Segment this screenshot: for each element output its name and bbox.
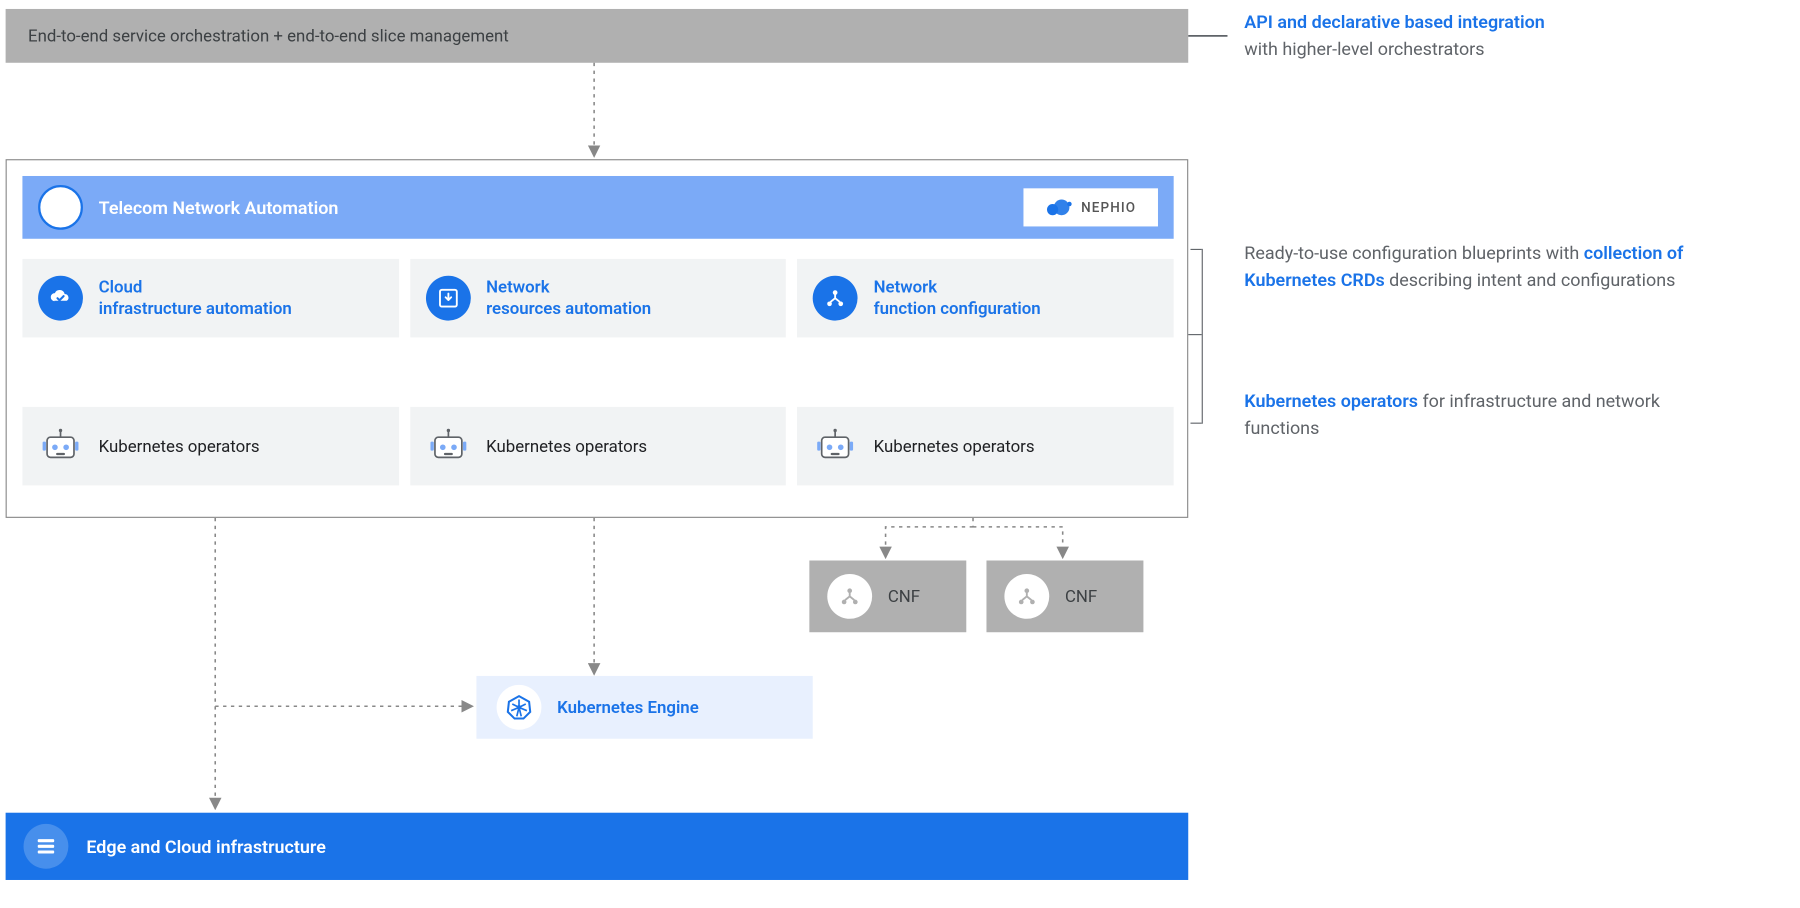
tna-title: Telecom Network Automation — [99, 197, 339, 218]
import-icon — [426, 276, 471, 321]
orchestration-bar: End-to-end service orchestration + end-t… — [6, 9, 1189, 63]
annotation-api: API and declarative based integration wi… — [1244, 9, 1715, 63]
cnf-box: CNF — [986, 560, 1143, 632]
cloud-check-icon — [38, 276, 83, 321]
pillar-label: Cloudinfrastructure automation — [99, 277, 292, 319]
cnf-label: CNF — [888, 586, 920, 606]
tna-frame: Telecom Network Automation NEPHIO Cloudi… — [6, 159, 1189, 518]
k8s-engine-box: Kubernetes Engine — [476, 676, 812, 739]
operators-label: Kubernetes operators — [99, 436, 260, 456]
nephio-text: NEPHIO — [1081, 200, 1136, 216]
edge-bar: Edge and Cloud infrastructure — [6, 813, 1189, 880]
operators-box: Kubernetes operators — [797, 407, 1173, 485]
tna-header: Telecom Network Automation NEPHIO — [22, 176, 1173, 239]
annotation-crds: Ready-to-use configuration blueprints wi… — [1244, 240, 1715, 294]
robot-icon — [813, 424, 858, 469]
annotation-operators: Kubernetes operators for infrastructure … — [1244, 388, 1715, 442]
pillar-network-resources: Networkresources automation — [410, 259, 786, 337]
edge-label: Edge and Cloud infrastructure — [86, 836, 326, 857]
operators-box: Kubernetes operators — [410, 407, 786, 485]
layers-icon — [24, 824, 69, 869]
bracket — [1202, 249, 1203, 424]
branch-icon — [813, 276, 858, 321]
refresh-icon — [38, 185, 83, 230]
branch-icon — [1004, 574, 1049, 619]
k8s-icon — [497, 685, 542, 730]
operators-label: Kubernetes operators — [874, 436, 1035, 456]
pillar-network-function: Networkfunction configuration — [797, 259, 1173, 337]
operators-label: Kubernetes operators — [486, 436, 647, 456]
pillar-cloud-infra: Cloudinfrastructure automation — [22, 259, 398, 337]
bracket-stem — [1188, 334, 1201, 335]
branch-icon — [827, 574, 872, 619]
nephio-badge: NEPHIO — [1023, 188, 1158, 226]
pillar-row: Cloudinfrastructure automation Networkre… — [7, 250, 1190, 337]
cnf-box: CNF — [809, 560, 966, 632]
robot-icon — [38, 424, 83, 469]
orchestration-label: End-to-end service orchestration + end-t… — [28, 26, 509, 46]
cnf-label: CNF — [1065, 586, 1097, 606]
pillar-label: Networkresources automation — [486, 277, 651, 319]
operators-box: Kubernetes operators — [22, 407, 398, 485]
pillar-label: Networkfunction configuration — [874, 277, 1041, 319]
k8s-engine-label: Kubernetes Engine — [557, 697, 699, 717]
operators-row: Kubernetes operators Kubernetes operator… — [7, 398, 1190, 485]
robot-icon — [426, 424, 471, 469]
